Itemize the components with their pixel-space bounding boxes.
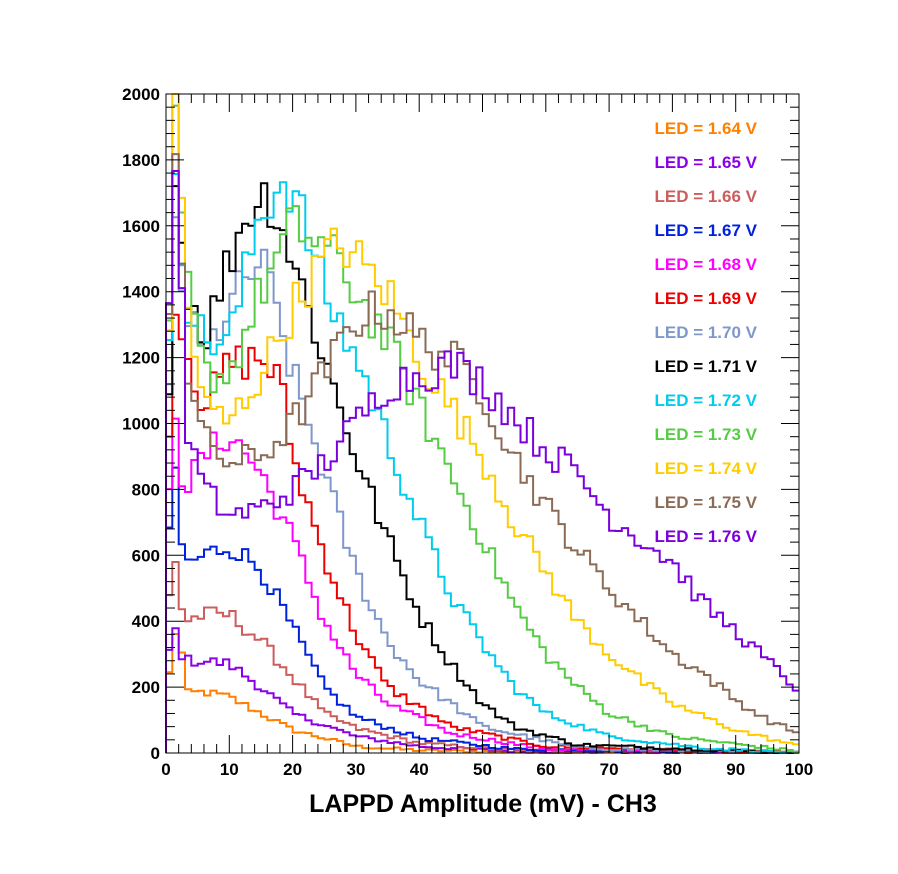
- y-tick-label: 600: [132, 546, 160, 565]
- y-tick-label: 800: [132, 480, 160, 499]
- legend-entry: LED = 1.66 V: [654, 187, 757, 206]
- axis-layer: 0 10 20 30 40 50 60 70 80 90 100020040060080010001…: [122, 85, 813, 779]
- x-tick-label: 60: [536, 760, 555, 779]
- y-tick-label: 1400: [122, 283, 160, 302]
- x-tick-label: 80: [663, 760, 682, 779]
- y-tick-label: 1200: [122, 349, 160, 368]
- x-tick-label: 40: [410, 760, 429, 779]
- legend-entry: LED = 1.69 V: [654, 289, 757, 308]
- series-line-10: [165, 104, 799, 753]
- legend-entry: LED = 1.76 V: [654, 527, 757, 546]
- x-tick-label: 10: [220, 760, 239, 779]
- legend-entry: LED = 1.72 V: [654, 391, 757, 410]
- y-tick-label: 1600: [122, 217, 160, 236]
- x-axis-title: LAPPD Amplitude (mV) - CH3: [309, 790, 657, 818]
- series-layer: [165, 93, 799, 754]
- y-tick-label: 0: [151, 744, 160, 763]
- legend-entry: LED = 1.67 V: [654, 221, 757, 240]
- x-tick-label: 100: [785, 760, 813, 779]
- x-tick-label: 0: [161, 760, 170, 779]
- series-line-8: [165, 182, 799, 754]
- x-tick-label: 20: [283, 760, 302, 779]
- y-tick-label: 1000: [122, 415, 160, 434]
- legend-entry: LED = 1.74 V: [654, 459, 757, 478]
- x-tick-label: 30: [346, 760, 365, 779]
- legend-entry: LED = 1.70 V: [654, 323, 757, 342]
- legend-entry: LED = 1.75 V: [654, 493, 757, 512]
- legend-entry: LED = 1.68 V: [654, 255, 757, 274]
- series-line-11: [165, 93, 799, 753]
- legend-entry: LED = 1.73 V: [654, 425, 757, 444]
- y-tick-label: 200: [132, 678, 160, 697]
- legend-entry: LED = 1.71 V: [654, 357, 757, 376]
- x-tick-label: 70: [600, 760, 619, 779]
- x-tick-label: 90: [726, 760, 745, 779]
- legend-entry: LED = 1.64 V: [654, 119, 757, 138]
- x-tick-label: 50: [473, 760, 492, 779]
- series-line-13: [165, 170, 799, 753]
- y-tick-label: 400: [132, 612, 160, 631]
- series-line-9: [165, 173, 799, 754]
- series-line-12: [165, 153, 799, 753]
- legend-entry: LED = 1.65 V: [654, 153, 757, 172]
- y-tick-label: 1800: [122, 151, 160, 170]
- legend: LED = 1.64 V LED = 1.65 V LED = 1.66 V LED …: [654, 119, 757, 546]
- y-tick-label: 2000: [122, 85, 160, 104]
